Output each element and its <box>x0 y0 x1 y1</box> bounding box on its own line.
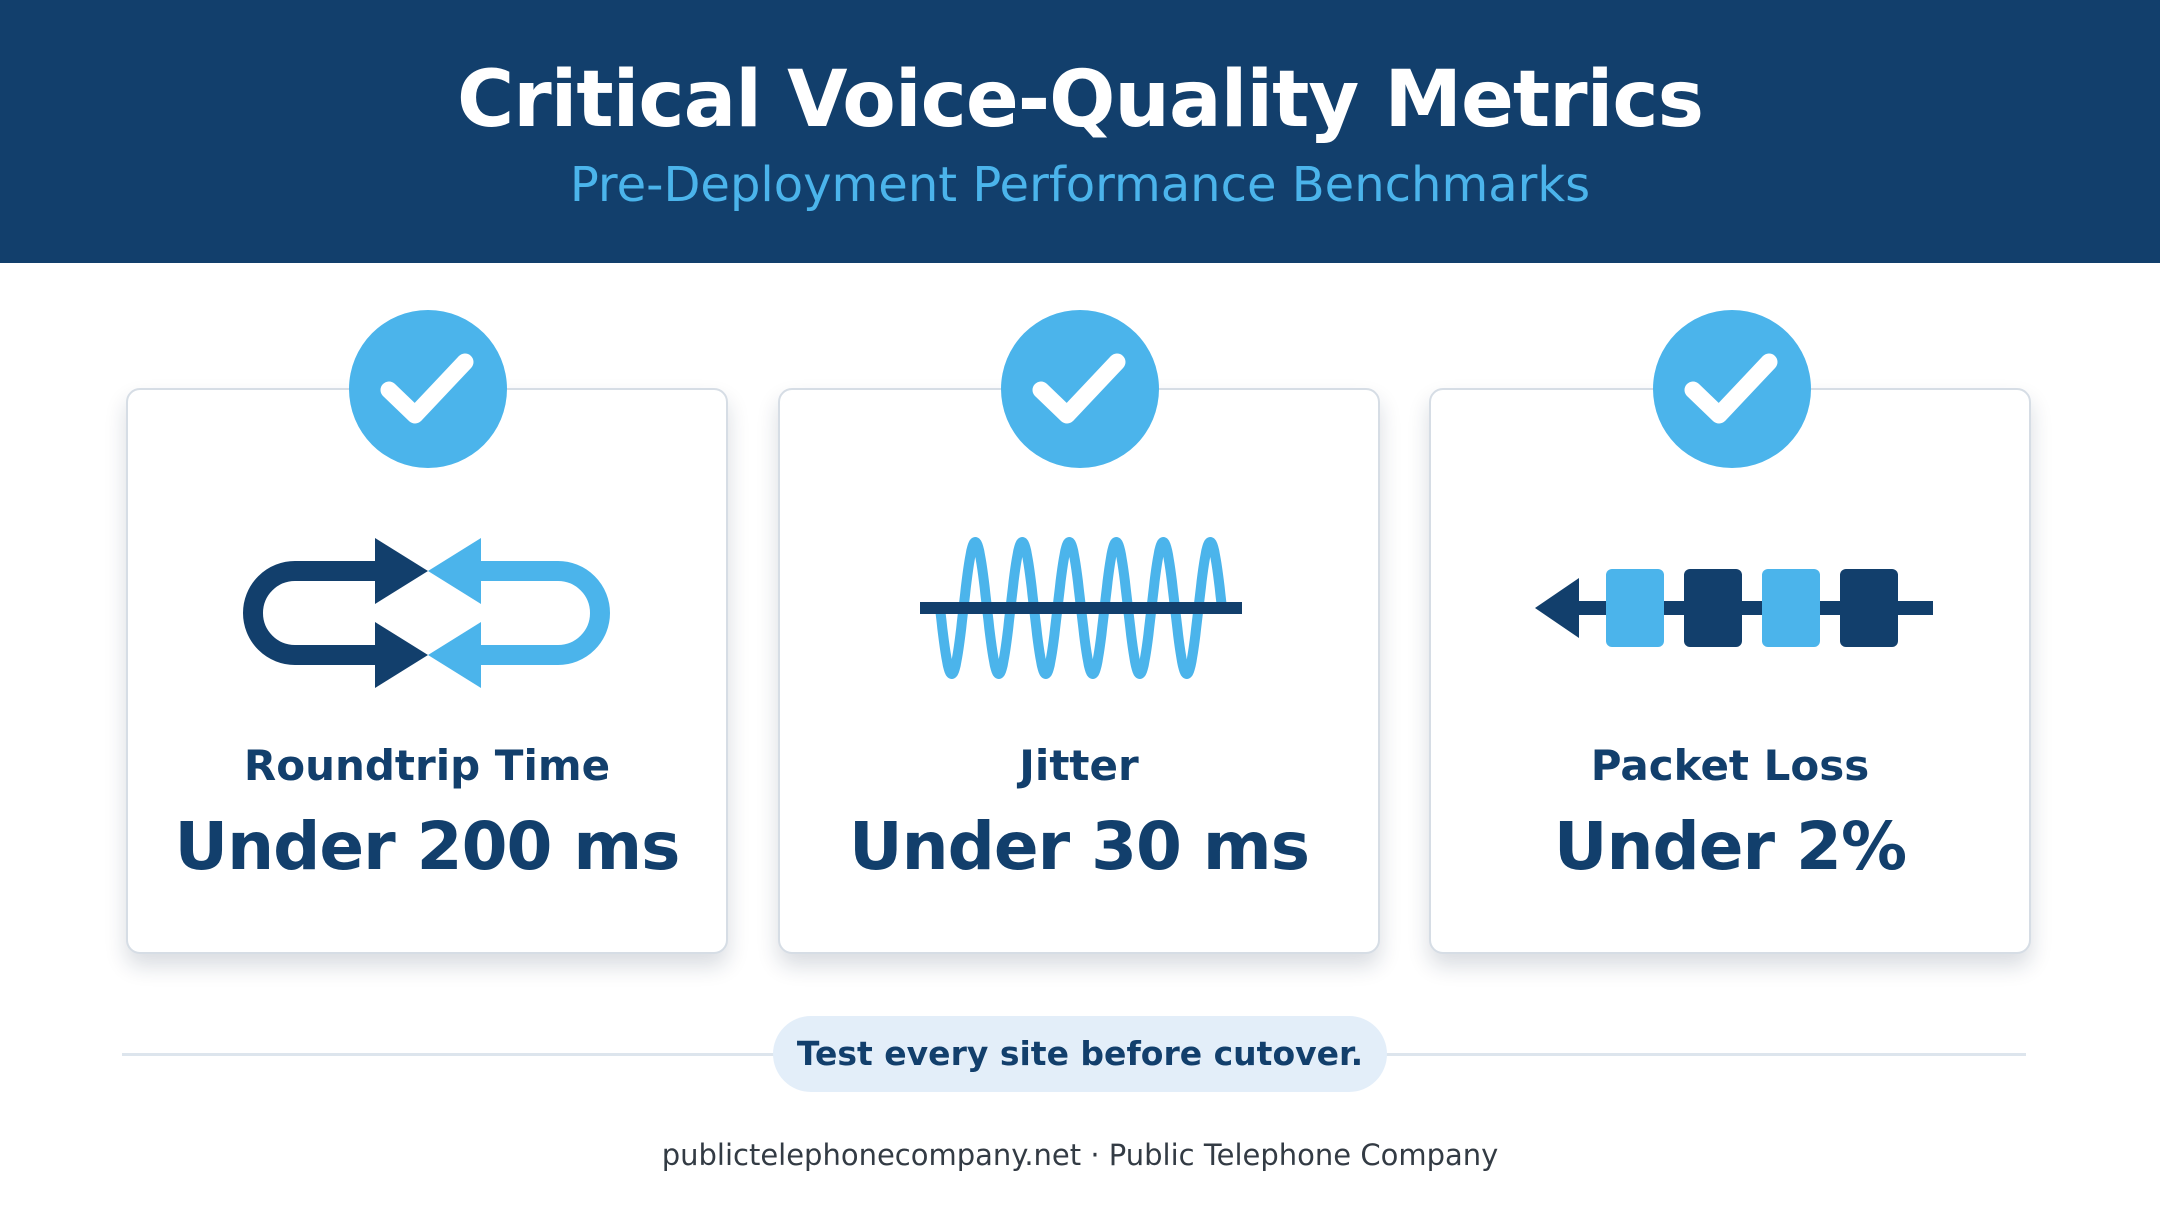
footer-credit: publictelephonecompany.net · Public Tele… <box>661 1138 1499 1172</box>
metric-card-jitter: Jitter Under 30 ms <box>778 388 1380 954</box>
metric-label-packet-loss: Packet Loss <box>1590 741 1870 790</box>
metric-value-jitter: Under 30 ms <box>849 808 1310 885</box>
check-badge-jitter <box>1001 310 1159 468</box>
metric-label-roundtrip: Roundtrip Time <box>243 741 611 790</box>
checkmark-icon <box>1684 353 1778 424</box>
divider-left <box>122 1053 777 1056</box>
divider-right <box>1383 1053 2026 1056</box>
check-badge-packet-loss <box>1653 310 1811 468</box>
checkmark-icon <box>380 353 474 424</box>
metric-card-roundtrip: Roundtrip Time Under 200 ms <box>126 388 728 954</box>
header-banner: Critical Voice-Quality Metrics Pre-Deplo… <box>0 0 2160 263</box>
checkmark-icon <box>1032 353 1126 424</box>
packet-loss-icon <box>1535 569 1933 647</box>
check-badge-roundtrip <box>349 310 507 468</box>
jitter-wave-icon <box>920 537 1242 679</box>
metric-card-packet-loss: Packet Loss Under 2% <box>1429 388 2031 954</box>
metric-label-jitter: Jitter <box>1019 741 1139 790</box>
metric-value-roundtrip: Under 200 ms <box>174 808 681 885</box>
callout-pill: Test every site before cutover. <box>773 1016 1387 1092</box>
page-title: Critical Voice-Quality Metrics <box>456 55 1704 145</box>
page-subtitle: Pre-Deployment Performance Benchmarks <box>569 157 1591 213</box>
metric-value-packet-loss: Under 2% <box>1553 808 1907 885</box>
roundtrip-arrows-icon <box>243 538 610 688</box>
